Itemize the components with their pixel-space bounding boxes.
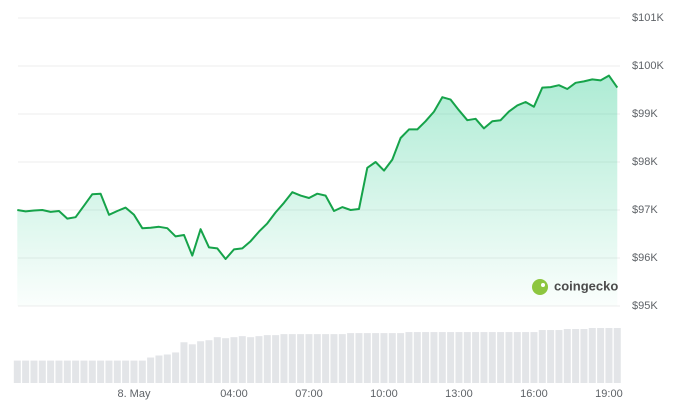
volume-bar	[80, 360, 88, 383]
y-tick-label: $96K	[632, 252, 658, 264]
volume-bar	[388, 333, 396, 383]
volume-bar	[538, 330, 546, 383]
logo	[532, 279, 548, 295]
volume-bar	[222, 338, 230, 383]
volume-bar	[130, 360, 138, 383]
volume-bar	[97, 360, 105, 383]
y-tick-label: $97K	[632, 204, 658, 216]
volume-bar	[72, 360, 80, 383]
volume-bar	[213, 337, 221, 383]
volume-bar	[613, 328, 621, 383]
x-tick-label: 8. May	[117, 388, 151, 400]
y-tick-label: $100K	[632, 60, 664, 72]
volume-bar	[255, 336, 263, 383]
volume-bar	[47, 360, 55, 383]
price-line	[17, 74, 619, 260]
volume-bar	[163, 354, 171, 383]
volume-bar	[288, 334, 296, 383]
x-tick-label: 10:00	[370, 388, 398, 400]
volume-bar	[280, 334, 288, 383]
volume-bar	[272, 335, 280, 383]
volume-bar	[347, 333, 355, 383]
volume-bar	[480, 332, 488, 383]
volume-bar	[547, 330, 555, 383]
y-tick-label: $95K	[632, 300, 658, 312]
volume-bar	[430, 332, 438, 383]
volume-bar	[580, 329, 588, 383]
volume-bar	[438, 332, 446, 383]
y-tick-label: $99K	[632, 108, 658, 120]
volume-bar	[605, 328, 613, 383]
volume-bar	[513, 332, 521, 383]
volume-bar	[238, 336, 246, 383]
volume-bar	[338, 334, 346, 383]
volume-bar	[247, 337, 255, 383]
volume-bar	[413, 332, 421, 383]
volume-bar	[555, 330, 563, 383]
volume-bar	[305, 334, 313, 383]
area-fill	[17, 75, 618, 306]
volume-bar	[355, 333, 363, 383]
volume-bar	[563, 329, 571, 383]
volume-bar	[13, 360, 21, 383]
watermark-text: coingecko	[554, 278, 618, 293]
y-tick-label: $101K	[632, 12, 664, 24]
x-tick-label: 16:00	[520, 388, 548, 400]
volume-bar	[422, 332, 430, 383]
volume-bar	[122, 360, 130, 383]
volume-bar	[88, 360, 96, 383]
volume-bar	[522, 332, 530, 383]
volume-bar	[205, 340, 213, 383]
volume-bar	[55, 360, 63, 383]
volume-bar	[463, 332, 471, 383]
volume-bar	[397, 333, 405, 383]
volume-bar	[530, 332, 538, 383]
volume-bar	[138, 360, 146, 383]
x-tick-label: 04:00	[220, 388, 248, 400]
x-tick-label: 19:00	[595, 388, 623, 400]
logo-eye	[541, 283, 545, 287]
volume-bar	[588, 328, 596, 383]
volume-bar	[105, 360, 113, 383]
volume-bar	[372, 333, 380, 383]
volume-bar	[113, 360, 121, 383]
volume-bar	[472, 332, 480, 383]
volume-bar	[188, 344, 196, 383]
volume-bar	[455, 332, 463, 383]
watermark: coingecko	[532, 278, 618, 295]
volume-bar	[572, 329, 580, 383]
volume-bar	[22, 360, 30, 383]
volume-bar	[197, 341, 205, 383]
volume-bar	[172, 352, 180, 383]
volume-bar	[147, 357, 155, 383]
volume-bar	[497, 332, 505, 383]
volume-bar	[447, 332, 455, 383]
volume-bar	[180, 342, 188, 383]
volume-bar	[405, 332, 413, 383]
volume-bar	[297, 334, 305, 383]
volume-bar	[30, 360, 38, 383]
volume-bar	[322, 334, 330, 383]
volume-bar	[313, 334, 321, 383]
volume-bar	[380, 333, 388, 383]
x-tick-label: 13:00	[445, 388, 473, 400]
volume-bar	[63, 360, 71, 383]
volume-bar	[505, 332, 513, 383]
volume-bar	[330, 334, 338, 383]
volume-bar	[38, 360, 46, 383]
volume-bar	[488, 332, 496, 383]
volume-bar	[155, 355, 163, 383]
volume-bar	[363, 333, 371, 383]
x-tick-label: 07:00	[295, 388, 323, 400]
volume-bar	[263, 335, 271, 383]
y-tick-label: $98K	[632, 156, 658, 168]
volume-bar	[230, 337, 238, 383]
volume-bar	[597, 328, 605, 383]
